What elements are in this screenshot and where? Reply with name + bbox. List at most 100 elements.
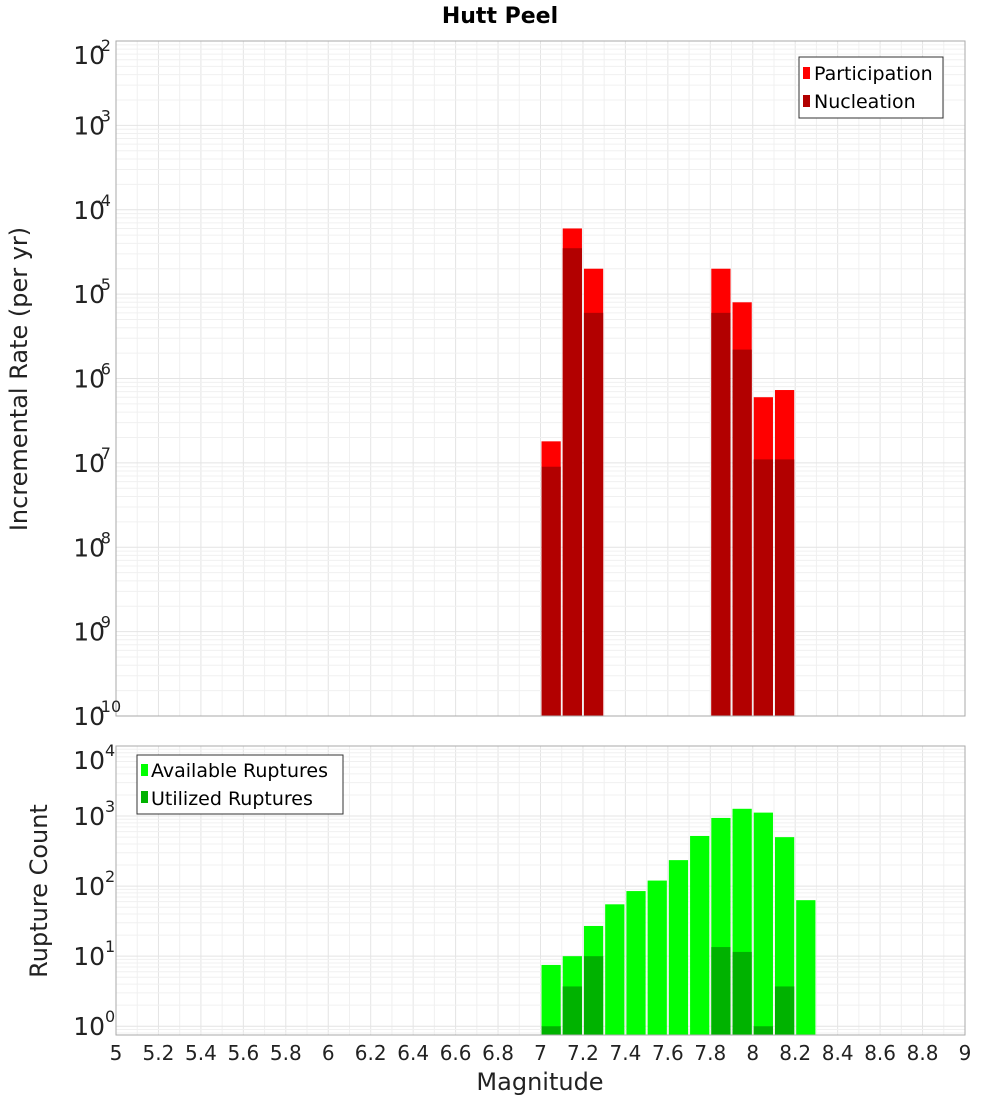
y-tick-label: 10-5 xyxy=(73,275,111,309)
legend-available-label: Available Ruptures xyxy=(151,760,328,782)
y-tick-base: 10 xyxy=(73,365,105,394)
y-tick-label: 10-10 xyxy=(73,697,121,731)
y-tick-exponent: 0 xyxy=(105,1007,115,1026)
bot-bar-utilized-ruptures xyxy=(732,951,752,1035)
bot-bar-utilized-ruptures xyxy=(562,986,582,1035)
legend-participation-label: Participation xyxy=(814,63,933,85)
bot-bar-available-ruptures xyxy=(690,835,710,1035)
x-tick-label: 6.2 xyxy=(355,1041,387,1065)
top-legend-box xyxy=(798,56,944,119)
bot-bar-available-ruptures xyxy=(541,964,561,1035)
bottom-bars xyxy=(541,808,816,1035)
x-tick-label: 8.8 xyxy=(907,1041,939,1065)
y-tick-exponent: -4 xyxy=(95,191,111,210)
y-tick-exponent: 2 xyxy=(105,867,115,886)
y-tick-base: 10 xyxy=(73,618,105,647)
top-bar-nucleation xyxy=(774,459,795,716)
bot-bar-utilized-ruptures xyxy=(753,1026,773,1035)
bottom-grid xyxy=(115,745,966,1035)
y-tick-base: 10 xyxy=(73,449,105,478)
y-tick-base: 10 xyxy=(73,111,105,140)
top-legend: Participation Nucleation xyxy=(798,56,944,119)
bottom-plot-frame xyxy=(115,745,966,1036)
y-tick-base: 10 xyxy=(73,41,105,70)
bottom-y-axis-title: Rupture Count xyxy=(25,804,53,978)
y-tick-exponent: -9 xyxy=(95,613,111,632)
y-tick-exponent: -10 xyxy=(95,697,121,716)
bot-bar-available-ruptures xyxy=(626,891,646,1035)
y-tick-base: 10 xyxy=(73,746,105,775)
top-bar-nucleation xyxy=(583,312,604,716)
legend-available-swatch xyxy=(141,764,148,776)
y-tick-exponent: 3 xyxy=(105,797,115,816)
top-y-axis-title: Incremental Rate (per yr) xyxy=(5,227,33,531)
legend-nucleation-label: Nucleation xyxy=(814,91,916,113)
y-tick-base: 10 xyxy=(73,196,105,225)
top-plot-frame xyxy=(115,40,966,717)
y-tick-label: 10 3 xyxy=(73,797,115,831)
legend-utilized-label: Utilized Ruptures xyxy=(151,788,313,810)
y-tick-exponent: -2 xyxy=(95,36,111,55)
y-tick-base: 10 xyxy=(73,1012,105,1041)
top-bars xyxy=(541,228,795,717)
top-bar-nucleation xyxy=(562,248,582,717)
bottom-legend-box xyxy=(136,754,344,815)
bot-bar-available-ruptures xyxy=(774,837,795,1035)
x-tick-label: 5.4 xyxy=(185,1041,217,1065)
top-bar-nucleation xyxy=(541,466,561,716)
bot-bar-available-ruptures xyxy=(668,860,689,1035)
y-tick-label: 10-7 xyxy=(73,444,111,478)
x-tick-label: 6.8 xyxy=(482,1041,514,1065)
y-tick-base: 10 xyxy=(73,702,105,731)
x-tick-label: 7.6 xyxy=(652,1041,684,1065)
x-tick-label: 8.6 xyxy=(864,1041,896,1065)
y-tick-base: 10 xyxy=(73,942,105,971)
top-bar-nucleation xyxy=(711,312,731,716)
y-tick-base: 10 xyxy=(73,280,105,309)
x-tick-label: 6.6 xyxy=(440,1041,472,1065)
x-ticks: 5 5.2 5.4 5.6 5.8 6 6.2 6.4 6.6 6.8 7 7.2 7.4 7.6 7.8 8… xyxy=(110,1041,972,1065)
x-tick-label: 8.4 xyxy=(822,1041,854,1065)
x-axis-title: Magnitude xyxy=(476,1068,603,1096)
x-tick-label: 7.8 xyxy=(694,1041,726,1065)
y-tick-exponent: 1 xyxy=(105,937,115,956)
x-tick-label: 7.2 xyxy=(567,1041,599,1065)
y-tick-label: 10-9 xyxy=(73,613,111,647)
bot-bar-utilized-ruptures xyxy=(711,947,731,1035)
y-tick-label: 10-8 xyxy=(73,528,111,562)
legend-utilized-swatch xyxy=(141,791,148,803)
bot-bar-utilized-ruptures xyxy=(774,986,795,1035)
x-tick-label: 9 xyxy=(959,1041,972,1065)
y-tick-label: 10-4 xyxy=(73,191,111,225)
y-tick-base: 10 xyxy=(73,802,105,831)
chart-title: Hutt Peel xyxy=(442,4,558,29)
y-tick-exponent: -7 xyxy=(95,444,111,463)
top-bar-nucleation xyxy=(732,349,752,716)
x-tick-label: 8 xyxy=(746,1041,759,1065)
y-tick-label: 10-2 xyxy=(73,36,111,70)
bot-bar-utilized-ruptures xyxy=(541,1026,561,1035)
top-bar-nucleation xyxy=(753,459,773,716)
y-tick-label: 10-6 xyxy=(73,360,111,394)
x-tick-label: 8.2 xyxy=(779,1041,811,1065)
y-tick-exponent: -5 xyxy=(95,275,111,294)
x-tick-label: 5 xyxy=(110,1041,123,1065)
bot-bar-available-ruptures xyxy=(753,812,773,1035)
bot-bar-available-ruptures xyxy=(605,904,625,1035)
bot-bar-available-ruptures xyxy=(647,880,667,1035)
legend-participation-swatch xyxy=(803,67,810,79)
x-tick-label: 6.4 xyxy=(397,1041,429,1065)
top-grid xyxy=(115,40,966,717)
legend-nucleation-swatch xyxy=(803,95,810,107)
x-tick-label: 5.8 xyxy=(270,1041,302,1065)
x-tick-label: 6 xyxy=(322,1041,335,1065)
x-tick-label: 5.2 xyxy=(143,1041,175,1065)
y-tick-label: 10 2 xyxy=(73,867,115,901)
bot-bar-utilized-ruptures xyxy=(583,956,604,1035)
y-tick-base: 10 xyxy=(73,872,105,901)
bottom-legend: Available Ruptures Utilized Ruptures xyxy=(136,754,344,815)
y-tick-label: 10 0 xyxy=(73,1007,115,1041)
